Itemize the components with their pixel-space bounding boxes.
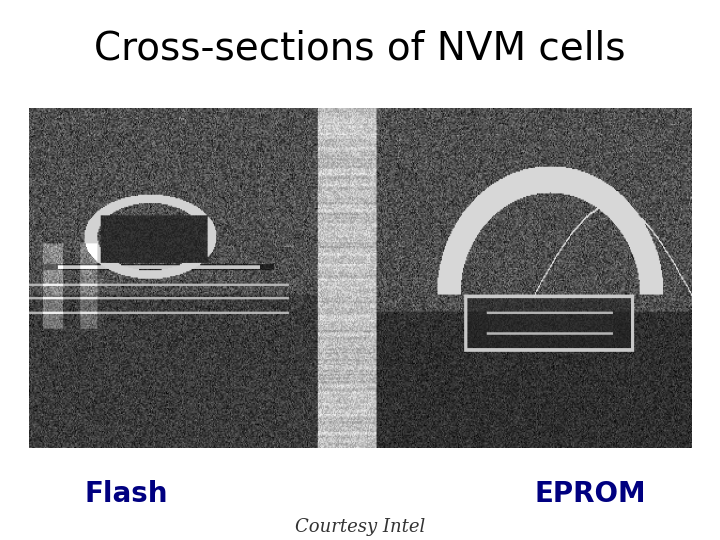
Text: EPROM: EPROM — [534, 480, 647, 508]
Text: Cross-sections of NVM cells: Cross-sections of NVM cells — [94, 30, 626, 68]
Text: Flash: Flash — [84, 480, 168, 508]
Text: Courtesy Intel: Courtesy Intel — [295, 517, 425, 536]
